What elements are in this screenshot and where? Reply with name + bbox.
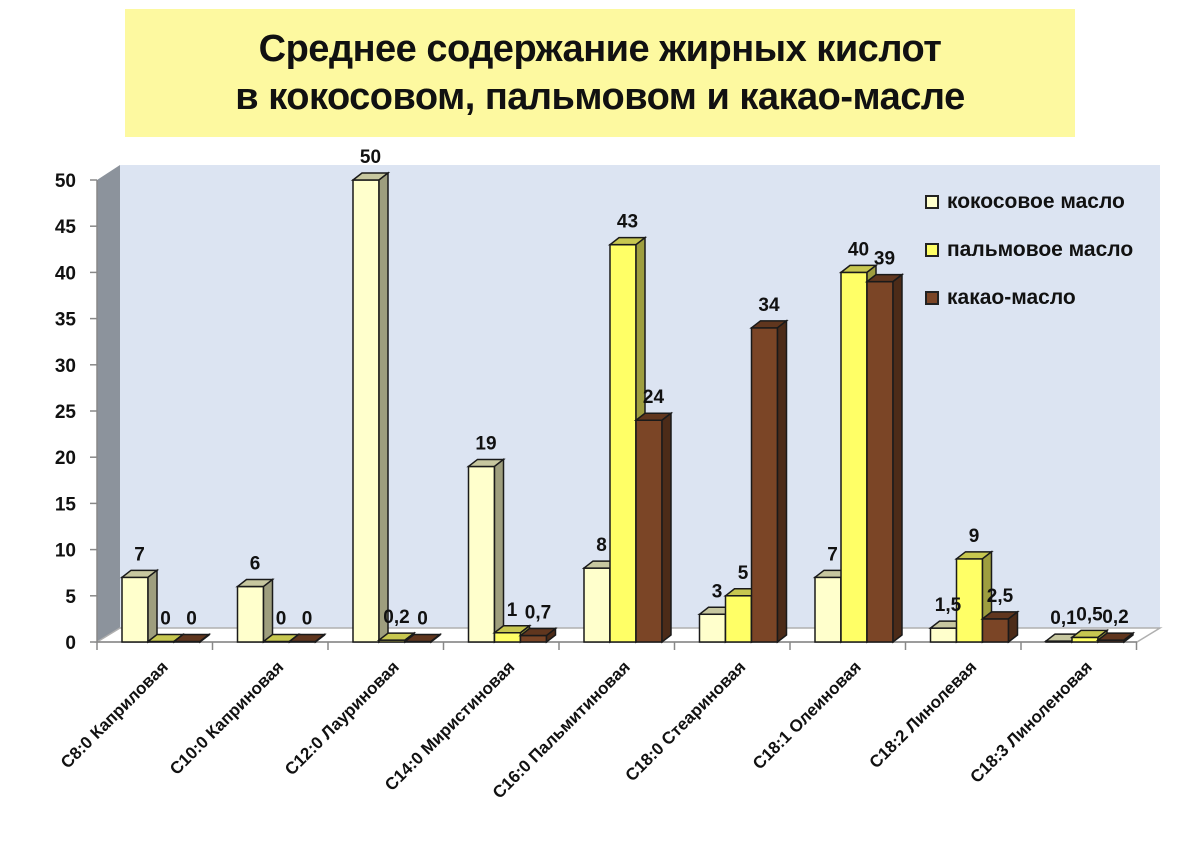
bar-series — [119, 171, 1136, 644]
data-label: 0,2 — [383, 607, 409, 628]
y-tick-label: 45 — [55, 217, 77, 238]
bar[interactable] — [466, 457, 506, 644]
legend-label: пальмовое масло — [947, 238, 1134, 261]
chart-title-banner: Среднее содержание жирных кислот в кокос… — [125, 9, 1075, 137]
data-label: 0,5 — [1076, 604, 1103, 625]
legend-label: какао-масло — [947, 286, 1076, 309]
data-label: 0,2 — [1102, 607, 1128, 628]
bar[interactable] — [402, 632, 443, 644]
data-label: 9 — [969, 526, 980, 547]
legend-item-cocoa[interactable]: какао-масло — [925, 274, 1133, 322]
data-label: 7 — [827, 544, 838, 565]
legend-item-palm[interactable]: пальмовое масло — [925, 226, 1133, 274]
data-label: 0,1 — [1050, 608, 1077, 629]
x-category-label: C18:3 Линоленовая — [966, 657, 1095, 786]
data-label: 0 — [186, 609, 197, 630]
y-axis-ticks: 0 5 10 15 20 25 30 35 40 45 50 — [55, 171, 97, 654]
chart-title-line-2: в кокосовом, пальмовом и какао-масле — [235, 76, 965, 118]
chart-title-line-1: Среднее содержание жирных кислот — [258, 28, 942, 70]
y-tick-label: 50 — [55, 171, 76, 192]
data-label: 1,5 — [935, 595, 962, 616]
bar[interactable] — [633, 411, 674, 644]
legend-label: кокосовое масло — [947, 190, 1125, 213]
chart-side-wall — [97, 165, 120, 642]
data-label: 5 — [738, 563, 749, 584]
data-label: 24 — [643, 387, 665, 408]
data-label: 19 — [475, 433, 496, 454]
data-label: 7 — [134, 544, 145, 565]
data-label: 0 — [417, 609, 428, 630]
y-tick-label: 15 — [55, 494, 77, 515]
x-category-label: C18:0 Стеариновая — [622, 657, 750, 785]
data-label: 40 — [848, 239, 869, 260]
y-tick-label: 5 — [65, 587, 76, 608]
bar[interactable] — [171, 632, 212, 644]
x-category-label: C10:0 Каприновая — [166, 657, 287, 778]
y-tick-label: 35 — [55, 310, 77, 331]
data-label: 0,7 — [525, 603, 551, 624]
legend-item-coconut[interactable]: кокосовое масло — [925, 178, 1133, 226]
bar[interactable] — [235, 578, 275, 644]
legend-swatch-palm — [925, 243, 939, 257]
bar[interactable] — [119, 568, 160, 644]
y-tick-label: 40 — [55, 263, 76, 284]
data-label: 50 — [360, 147, 381, 168]
y-tick-label: 30 — [55, 356, 76, 377]
data-label: 0 — [302, 609, 313, 630]
data-label: 2,5 — [987, 586, 1014, 607]
x-axis-ticks — [96, 642, 1138, 650]
x-category-label: C18:1 Олеиновая — [749, 657, 865, 773]
bar[interactable] — [864, 273, 905, 644]
bar[interactable] — [980, 610, 1020, 644]
bar[interactable] — [749, 319, 789, 644]
y-tick-label: 0 — [65, 633, 76, 654]
bar[interactable] — [350, 171, 391, 644]
data-label: 3 — [712, 581, 723, 602]
x-category-label: C8:0 Каприловая — [57, 657, 172, 772]
x-category-label: C16:0 Пальмитиновая — [489, 657, 634, 802]
x-category-label: C14:0 Миристиновая — [381, 657, 518, 794]
data-label: 39 — [874, 249, 895, 270]
bar[interactable] — [287, 632, 327, 644]
x-category-label: C12:0 Лауриновая — [281, 657, 403, 779]
data-label: 43 — [617, 212, 638, 233]
chart-legend: кокосовое масло пальмовое масло какао-ма… — [925, 178, 1133, 322]
y-tick-label: 20 — [55, 448, 76, 469]
y-tick-label: 10 — [55, 541, 76, 562]
legend-swatch-coconut — [925, 195, 939, 209]
bar[interactable] — [518, 626, 558, 644]
data-label: 8 — [596, 535, 607, 556]
data-label: 6 — [250, 554, 261, 575]
legend-swatch-cocoa — [925, 291, 939, 305]
data-label: 0 — [276, 609, 287, 630]
x-category-label: C18:2 Линолевая — [866, 657, 981, 772]
data-label: 1 — [507, 600, 518, 621]
data-label: 34 — [758, 295, 780, 316]
data-label: 0 — [160, 609, 171, 630]
bar[interactable] — [1095, 631, 1136, 644]
y-tick-label: 25 — [55, 402, 77, 423]
